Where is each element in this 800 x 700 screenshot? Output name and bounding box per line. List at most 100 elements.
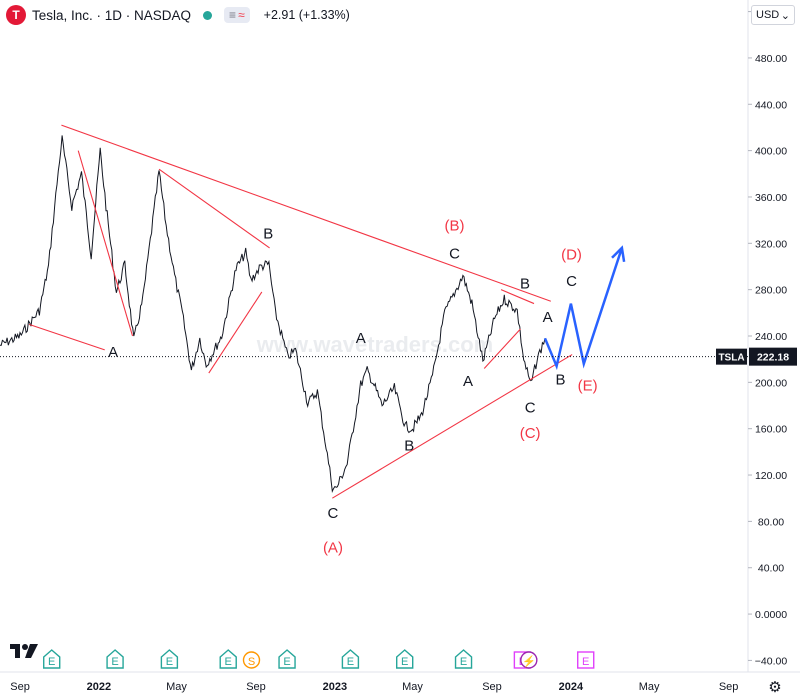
indicator-toggle[interactable]: ≡ ≈ — [224, 7, 250, 23]
badge-symbol-box — [716, 348, 747, 365]
symbol-title[interactable]: Tesla, Inc. · 1D · NASDAQ — [32, 7, 192, 23]
indicator-toggle-left: ≡ — [229, 8, 237, 22]
y-tick-label: 0.0000 — [755, 609, 787, 621]
wave-label: A — [356, 330, 366, 347]
y-tick-label: 240.00 — [755, 331, 787, 343]
price-layer — [0, 135, 546, 493]
x-tick-label: 2022 — [87, 681, 111, 693]
trendline — [158, 168, 270, 249]
y-tick-label: 40.00 — [758, 563, 784, 575]
y-tick-label: 480.00 — [755, 53, 787, 65]
wave-label: B — [556, 372, 566, 389]
wave-label: C — [449, 245, 460, 262]
chart-header: T Tesla, Inc. · 1D · NASDAQ ≡ ≈ +2.91 (+… — [0, 0, 350, 30]
y-tick-label: 280.00 — [755, 285, 787, 297]
flash-marker-label: ⚡ — [522, 655, 536, 668]
earnings-marker-label: E — [225, 656, 232, 668]
earnings-marker-shape[interactable] — [454, 649, 473, 669]
earnings-marker-shape[interactable] — [278, 649, 296, 669]
trendline — [28, 323, 105, 351]
wave-label: (C) — [520, 425, 541, 442]
wave-label: C — [525, 399, 536, 416]
y-tick-label: 360.00 — [755, 192, 787, 204]
y-tick-label: 160.00 — [755, 424, 787, 436]
trendline — [61, 124, 552, 302]
y-tick-label: 320.00 — [755, 238, 787, 250]
x-tick-label: Sep — [482, 681, 502, 693]
earnings-marker-label: E — [283, 656, 290, 668]
earnings-marker-shape[interactable] — [341, 649, 360, 669]
earnings-marker-shape[interactable] — [160, 649, 179, 669]
earnings-marker-label: E — [48, 656, 55, 668]
x-tick-label: 2023 — [323, 681, 347, 693]
wave-label: (A) — [323, 540, 343, 557]
y-tick-label: 440.00 — [755, 99, 787, 111]
y-tick-label: 120.00 — [755, 470, 787, 482]
currency-selector[interactable]: USD ⌄ — [751, 5, 795, 25]
earnings-marker-label: E — [460, 656, 467, 668]
wave-label: B — [263, 226, 273, 243]
upcoming-earnings-marker-shape[interactable] — [577, 651, 595, 669]
wave-label: A — [108, 344, 118, 361]
earnings-marker-shape[interactable] — [219, 649, 237, 669]
flash-marker-shape[interactable] — [520, 651, 538, 669]
wave-label: (D) — [561, 247, 582, 264]
earnings-marker-shape[interactable] — [43, 649, 61, 669]
split-marker-label: S — [248, 656, 255, 668]
price-change: +2.91 (+1.33%) — [263, 8, 350, 22]
y-tick-label: 200.00 — [755, 377, 787, 389]
events-bar[interactable]: EEEESEEEEE⚡E — [43, 649, 595, 669]
earnings-marker-label: E — [401, 656, 408, 668]
trendline — [332, 354, 573, 499]
y-tick-label: 80.00 — [758, 516, 784, 528]
settings-gear-icon[interactable]: ⚙ — [768, 679, 782, 696]
wave-label: (E) — [578, 377, 598, 394]
projection-layer — [543, 245, 626, 371]
earnings-marker-label: E — [166, 656, 173, 668]
wave-label: B — [404, 438, 414, 455]
projection-arrowhead — [611, 245, 626, 262]
split-marker-shape[interactable] — [242, 651, 261, 669]
currency-label: USD — [756, 9, 780, 21]
earnings-marker-label: E — [347, 656, 354, 668]
earnings-marker-shape[interactable] — [396, 649, 414, 669]
market-status-dot-icon — [203, 10, 213, 20]
wave-label: C — [328, 505, 339, 522]
wave-label: A — [543, 309, 553, 326]
trendline — [483, 328, 521, 369]
upcoming-earnings-marker-label: E — [582, 656, 589, 668]
price-series — [0, 135, 546, 493]
chevron-down-icon: ⌄ — [780, 9, 790, 22]
projection-path — [543, 247, 624, 371]
x-tick-label: Sep — [10, 681, 30, 693]
trendline — [77, 150, 134, 337]
x-tick-label: Sep — [719, 681, 739, 693]
tradingview-mark — [10, 644, 38, 658]
x-tick-label: May — [166, 681, 187, 693]
tradingview-logo-icon[interactable] — [8, 640, 42, 666]
trendline — [500, 289, 535, 305]
wave-label: (B) — [444, 218, 464, 235]
last-price-badge: TSLA 222.18 — [0, 347, 797, 366]
badge-value: 222.18 — [757, 352, 789, 364]
watermark: www.wavetraders.com — [256, 332, 493, 357]
badge-value-box — [749, 347, 797, 366]
x-tick-label: May — [402, 681, 423, 693]
badge-symbol: TSLA — [718, 353, 744, 364]
indicator-toggle-right: ≈ — [238, 8, 245, 22]
earnings-marker-label: E — [111, 656, 118, 668]
wave-label: B — [520, 275, 530, 292]
tesla-logo-icon: T — [6, 5, 26, 25]
trendline-layer — [28, 124, 573, 499]
y-tick-label: 400.00 — [755, 146, 787, 158]
x-tick-label: May — [639, 681, 660, 693]
wave-label: C — [566, 273, 577, 290]
y-tick-label: −40.00 — [755, 655, 788, 667]
x-tick-label: 2024 — [559, 681, 584, 693]
x-tick-label: Sep — [246, 681, 266, 693]
earnings-marker-shape[interactable] — [106, 649, 124, 669]
trendline — [208, 291, 263, 374]
wave-label: A — [463, 373, 473, 390]
